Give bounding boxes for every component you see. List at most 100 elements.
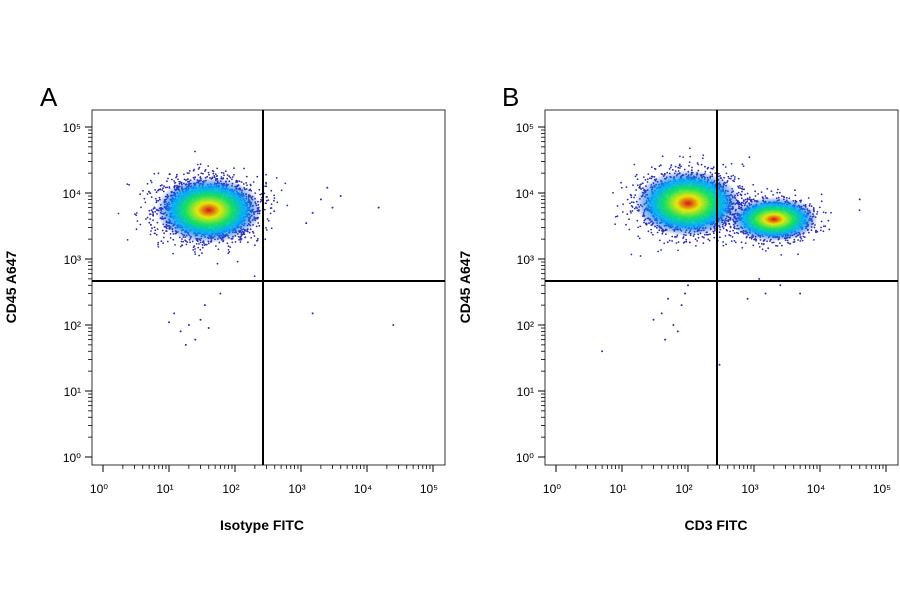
event-dot [259,201,262,203]
event-dot [248,231,251,234]
event-dot [273,210,276,213]
event-dot [660,164,662,167]
event-dot [193,245,196,248]
event-dot [173,180,176,182]
event-dot [636,219,639,222]
event-dot [674,165,677,168]
event-dot [622,203,624,206]
sparse-event-dot [207,327,210,329]
event-dot [674,236,676,238]
panel-a-y-axis-label: CD45 A647 [3,250,19,323]
event-dot [231,178,233,181]
event-dot [168,186,171,188]
event-dot [229,246,232,249]
panel-b-events-layer [601,147,861,366]
event-dot [156,221,159,224]
event-dot [167,177,169,180]
event-dot [162,236,165,239]
event-dot [258,188,261,191]
event-dot [656,231,659,234]
event-dot [208,173,210,176]
event-dot [151,210,154,213]
sparse-event-dot [194,338,197,341]
event-dot [198,166,201,169]
event-dot [126,183,129,186]
event-dot [732,174,735,177]
event-dot [270,203,273,206]
sparse-event-dot [339,195,342,197]
event-dot [149,213,152,216]
event-dot [725,243,727,246]
event-dot [256,239,259,242]
panel-a-x-axis-ticks: 10⁰ 10¹ 10² 10³ 10⁴ 10⁵ [90,465,438,496]
event-dot [150,196,153,199]
sparse-event-dot [219,292,222,295]
event-dot [631,210,634,212]
event-dot [265,199,268,202]
event-dot [192,249,195,251]
sparse-event-dot [184,343,187,346]
event-dot [659,239,661,242]
event-dot [205,243,207,246]
event-dot [737,185,739,188]
event-dot [150,230,152,232]
event-dot [254,244,256,247]
event-dot [135,214,138,217]
event-dot [637,226,639,229]
sparse-event-dot [173,312,176,315]
event-dot [204,168,207,171]
event-dot [252,232,255,234]
event-dot [153,172,156,175]
event-dot [152,208,155,210]
event-dot [678,164,681,167]
event-dot [666,241,669,244]
event-dot [255,225,258,228]
event-dot [696,162,699,164]
event-dot [199,163,202,166]
event-dot [140,206,142,209]
event-dot [170,178,173,181]
event-dot [737,177,740,180]
event-dot [259,193,262,196]
panel-a: A 10⁰ 10¹ 10² 10³ 10⁴ 10⁵ 10⁰10¹10²10³10⁴10⁵ … [3,82,446,533]
event-dot [194,253,197,256]
event-dot [233,167,235,170]
event-dot [661,155,664,158]
event-dot [689,155,692,158]
event-dot [722,241,724,243]
event-dot [155,197,157,200]
event-dot [147,190,150,193]
event-dot [229,176,232,179]
event-dot [644,179,647,181]
event-dot [630,201,633,204]
event-dot [204,170,206,173]
event-dot [245,182,248,184]
event-dot [155,200,158,202]
event-dot [725,172,728,175]
event-dot [243,167,246,170]
event-dot [661,232,664,235]
event-dot [632,201,635,204]
event-dot [265,227,267,229]
event-dot [269,207,272,210]
event-dot [695,245,697,247]
event-dot [134,213,136,216]
event-dot [188,172,190,175]
sparse-event-dot [377,206,380,209]
event-dot [166,240,169,243]
event-dot [273,199,275,202]
event-dot [616,205,619,207]
event-dot [650,228,652,231]
event-dot [638,237,641,240]
event-dot [220,176,223,178]
event-dot [165,230,168,233]
event-dot [126,239,129,241]
event-dot [280,189,283,192]
event-dot [671,169,674,171]
event-dot [152,213,155,216]
event-dot [630,212,632,214]
event-dot [222,172,225,175]
event-dot [244,236,247,239]
event-dot [712,232,715,235]
